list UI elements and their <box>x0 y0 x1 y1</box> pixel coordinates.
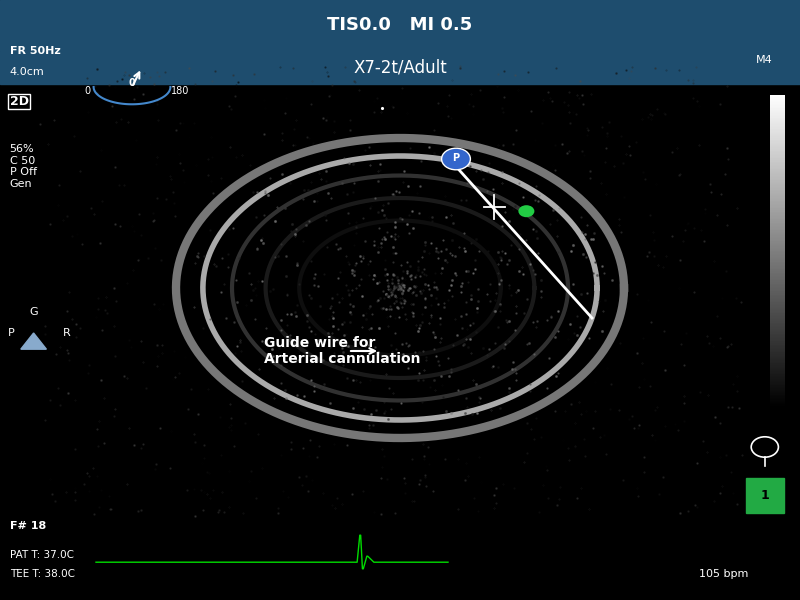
Circle shape <box>518 205 534 217</box>
Text: FR 50Hz: FR 50Hz <box>10 46 60 56</box>
Circle shape <box>442 148 470 170</box>
Text: 2D: 2D <box>10 95 29 108</box>
Text: P: P <box>8 328 14 338</box>
Text: P: P <box>453 154 459 163</box>
Text: PAT T: 37.0C: PAT T: 37.0C <box>10 550 74 560</box>
Text: F# 18: F# 18 <box>10 521 46 531</box>
Bar <box>0 51 800 84</box>
Text: 180: 180 <box>171 86 189 96</box>
Text: 0: 0 <box>84 86 90 96</box>
Text: X7-2t/Adult: X7-2t/Adult <box>353 58 447 76</box>
Text: TEE T: 38.0C: TEE T: 38.0C <box>10 569 74 579</box>
Text: M4: M4 <box>756 55 772 65</box>
Bar <box>0 0 800 51</box>
Text: 105 bpm: 105 bpm <box>698 569 748 579</box>
Text: 0: 0 <box>129 78 135 88</box>
Bar <box>746 478 784 513</box>
Text: TIS0.0   MI 0.5: TIS0.0 MI 0.5 <box>327 16 473 34</box>
Text: G: G <box>30 307 38 317</box>
Text: R: R <box>62 328 70 338</box>
Text: 56%
C 50
P Off
Gen: 56% C 50 P Off Gen <box>10 144 37 189</box>
Text: Guide wire for
Arterial cannulation: Guide wire for Arterial cannulation <box>264 336 421 366</box>
Polygon shape <box>21 333 46 349</box>
Text: 4.0cm: 4.0cm <box>10 67 44 77</box>
Text: 1: 1 <box>761 489 769 502</box>
